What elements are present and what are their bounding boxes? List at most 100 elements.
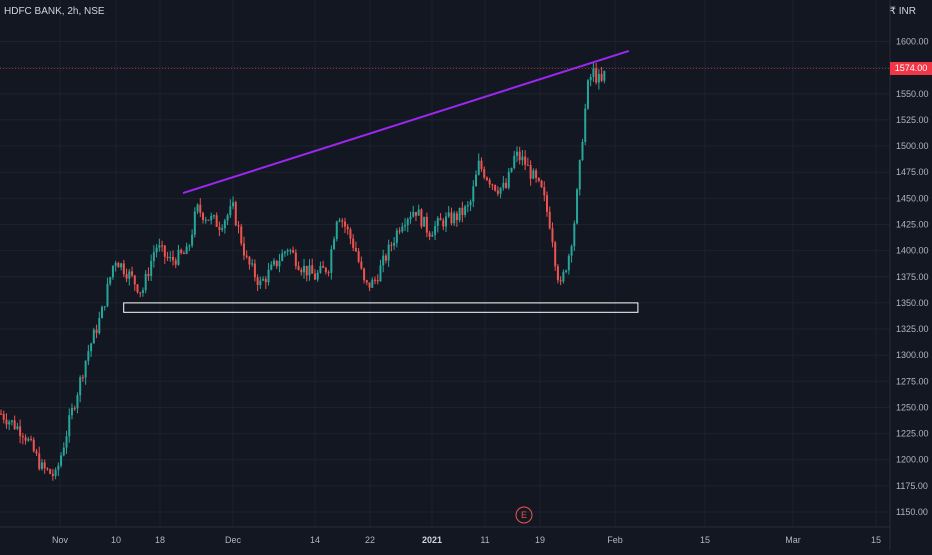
candle-body [199, 204, 202, 213]
candle-body [245, 255, 248, 257]
price-tick-label: 1375.00 [896, 272, 929, 282]
candle-body [469, 201, 472, 206]
candle-body [98, 318, 101, 334]
price-tick-label: 1175.00 [896, 481, 928, 491]
candle-body [32, 439, 35, 452]
candle-body [417, 209, 420, 216]
candle-body [316, 272, 319, 280]
candle-body [256, 277, 259, 285]
candle-body [70, 408, 73, 416]
candle-body [283, 251, 286, 254]
candle-body [185, 246, 188, 254]
candle-body [300, 269, 303, 273]
candle-body [40, 462, 43, 469]
candle-body [488, 179, 491, 185]
candle-body [586, 80, 589, 109]
candle-body [251, 263, 254, 265]
candle-body [95, 329, 98, 334]
candle-body [242, 243, 245, 256]
candle-body [442, 220, 445, 227]
candle-body [600, 73, 603, 81]
time-axis[interactable]: Nov 10 18 Dec 14 22 2021 11 19 Feb 15 Mar 15 [0, 526, 890, 545]
price-tick-label: 1550.00 [896, 89, 929, 99]
candle-body [428, 232, 431, 237]
candle-body [294, 252, 297, 267]
resistance-trendline[interactable] [182, 49, 630, 195]
candle-body [278, 261, 281, 267]
candle-body [518, 151, 521, 161]
price-axis[interactable]: 1150.00 1175.00 1200.00 1225.00 1250.00 1275.… [889, 0, 929, 550]
candle-body [136, 284, 139, 293]
support-zone-box[interactable] [123, 302, 639, 313]
candle-body [122, 263, 125, 275]
candle-body [297, 266, 300, 270]
time-tick-label: 19 [535, 535, 545, 545]
candle-body [177, 249, 180, 265]
candle-body [368, 282, 371, 288]
candle-body [76, 395, 79, 409]
candle-body [292, 250, 295, 253]
candle-body [371, 279, 374, 288]
candle-body [166, 256, 169, 259]
price-tick-label: 1225.00 [896, 429, 929, 439]
candle-body [502, 182, 505, 188]
candle-body [475, 174, 478, 187]
candle-body [101, 306, 104, 319]
candle-body [109, 277, 112, 284]
candle-body [218, 226, 221, 230]
candle-body [401, 226, 404, 232]
candle-body [273, 260, 275, 265]
symbol-title: HDFC BANK, 2h, NSE [4, 6, 105, 17]
time-tick-label: 11 [480, 535, 489, 545]
candle-body [507, 171, 510, 188]
currency-code: INR [898, 6, 916, 17]
price-tick-label: 1350.00 [896, 298, 929, 308]
candle-body [556, 266, 559, 281]
candle-body [43, 462, 46, 469]
candle-body [414, 211, 417, 216]
candle-body [543, 187, 546, 196]
currency-label: ₹ INR [890, 6, 916, 17]
candle-body [182, 253, 185, 255]
candle-body [330, 249, 333, 273]
candle-body [464, 206, 467, 215]
candle-body [360, 261, 363, 269]
candle-body [87, 351, 90, 361]
candle-body [485, 177, 488, 180]
candle-body [529, 165, 532, 179]
drawings[interactable]: E [0, 49, 890, 524]
earnings-marker-icon[interactable] [515, 506, 533, 524]
candle-body [524, 156, 527, 165]
candle-body [144, 273, 147, 291]
candle-body [376, 280, 379, 282]
candle-body [234, 202, 237, 226]
price-tick-label: 1500.00 [896, 141, 929, 151]
candle-body [313, 273, 316, 280]
candle-body [409, 216, 412, 220]
candle-body [584, 108, 587, 142]
candle-body [398, 230, 401, 232]
candle-body [515, 151, 518, 156]
candle-body [267, 269, 270, 283]
candle-body [477, 160, 480, 175]
candle-body [158, 245, 161, 248]
candle-body [57, 465, 60, 470]
candle-body [595, 68, 598, 83]
candle-body [395, 230, 398, 243]
candle-body [60, 455, 63, 466]
candle-body [16, 426, 19, 429]
candle-body [450, 212, 453, 224]
candle-body [578, 160, 581, 190]
candle-body [5, 419, 8, 425]
candle-body [589, 76, 592, 81]
grid [0, 0, 890, 527]
candle-body [84, 360, 87, 378]
candle-body [379, 265, 382, 282]
candle-body [27, 438, 30, 441]
candle-body [106, 283, 109, 307]
candles [0, 62, 606, 481]
candle-body [51, 473, 54, 477]
candle-body [275, 260, 278, 267]
